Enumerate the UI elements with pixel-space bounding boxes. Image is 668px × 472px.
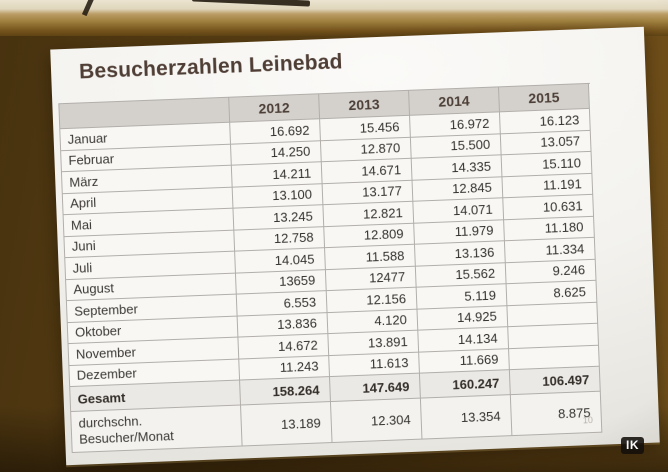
value-cell: 12.304 [330, 398, 423, 444]
year-header-cell: 2015 [499, 83, 590, 113]
slide-title: Besucherzahlen Leinebad [78, 50, 344, 84]
value-cell: 13.354 [420, 395, 513, 440]
photographer-watermark: IK [621, 437, 644, 454]
year-header-cell: 2013 [319, 90, 411, 120]
value-cell: 106.497 [509, 366, 601, 396]
slide-page-number: 10 [582, 415, 594, 426]
value-cell: 160.247 [419, 370, 511, 399]
year-header-cell: 2014 [409, 87, 500, 116]
value-cell: 158.264 [240, 377, 331, 406]
value-cell: 13.189 [241, 402, 333, 447]
ceiling-beam-line [191, 0, 311, 7]
presentation-slide: Besucherzahlen Leinebad 2012 2013 2014 2015… [50, 26, 660, 466]
visitor-table: 2012 2013 2014 2015 Januar 16.692 15.456 16.972… [58, 82, 604, 454]
value-cell: 8.875 [510, 391, 603, 437]
row-label-cell: durchschn. Besucher/Monat [71, 405, 243, 453]
ceiling-beam-short [81, 0, 96, 17]
year-header-cell: 2012 [229, 94, 321, 123]
value-cell: 147.649 [330, 373, 421, 403]
